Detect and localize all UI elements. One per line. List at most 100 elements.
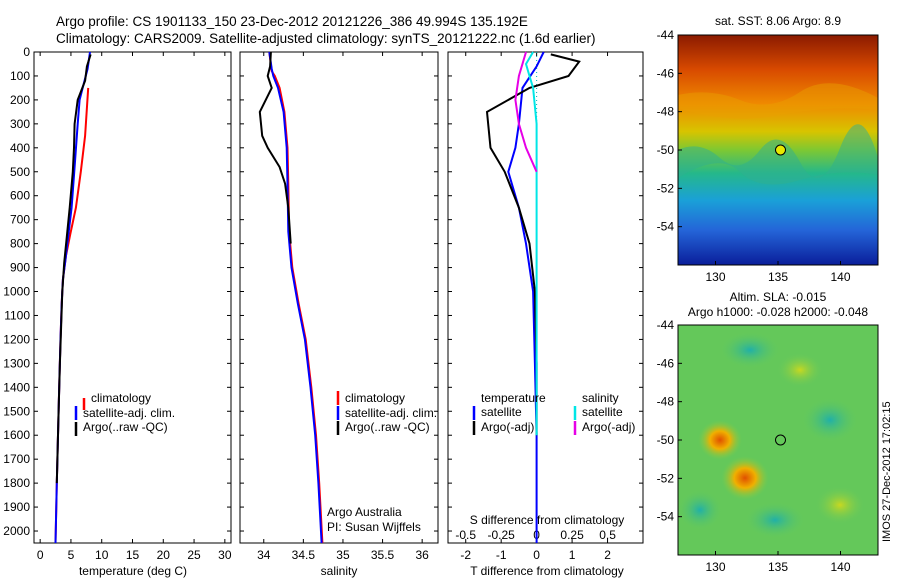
legend-label-satellite: satellite-adj. clim. <box>345 406 437 420</box>
legend-heading-temperature: temperature <box>481 391 546 405</box>
series-line-satellite <box>524 51 538 436</box>
x-top-tick-label: 0.25 <box>560 528 584 542</box>
map-y-tick-label: -52 <box>657 471 675 485</box>
y-tick-label: 1800 <box>3 476 30 490</box>
temperature-panel-frame <box>33 51 232 544</box>
map-x-tick-label: 130 <box>705 270 725 284</box>
x-tick-label: -2 <box>460 548 471 562</box>
y-tick-label: 100 <box>10 69 30 83</box>
map-x-tick-label: 135 <box>768 560 788 574</box>
sla-anomaly <box>802 398 858 442</box>
legend-label-climatology: climatology <box>345 391 405 405</box>
map-y-tick-label: -46 <box>657 356 675 370</box>
x-tick-label: 35 <box>336 548 350 562</box>
map-x-tick-label: 130 <box>705 560 725 574</box>
sla-anomaly <box>678 490 722 530</box>
argo-position-marker <box>775 434 786 446</box>
map-y-tick-label: -54 <box>657 510 675 524</box>
series-line-satellite-adj-clim- <box>268 51 323 544</box>
header-line2: Climatology: CARS2009. Satellite-adjuste… <box>56 31 596 46</box>
map-y-tick-label: -52 <box>657 181 675 195</box>
y-tick-label: 1300 <box>3 356 30 370</box>
sla-anomaly <box>814 485 866 525</box>
annotation-line2: PI: Susan Wijffels <box>327 520 421 534</box>
sst-map: sat. SST: 8.06 Argo: 8.9 130 135 140 -44 -46… <box>657 14 879 284</box>
x-tick-label: 34 <box>257 548 271 562</box>
legend-label-argo: Argo(..raw -QC) <box>345 420 430 434</box>
x-tick-label: 0 <box>533 548 540 562</box>
difference-xlabel: T difference from climatology <box>470 564 624 578</box>
x-tick-label: 10 <box>95 548 109 562</box>
header-line1: Argo profile: CS 1901133_150 23-Dec-2012… <box>56 14 528 29</box>
y-tick-label: 400 <box>10 141 30 155</box>
x-top-tick-label: -0.25 <box>488 528 516 542</box>
x-tick-label: 0 <box>37 548 44 562</box>
legend-label-argo: Argo(..raw -QC) <box>83 420 168 434</box>
legend-label-t-argo: Argo(-adj) <box>481 420 534 434</box>
map-y-tick-label: -50 <box>657 143 675 157</box>
y-tick-label: 1500 <box>3 404 30 418</box>
series-line-argo-adj- <box>514 51 538 173</box>
temperature-legend: climatology satellite-adj. clim. Argo(..… <box>74 391 175 436</box>
map-x-tick-label: 140 <box>830 560 850 574</box>
map-y-tick-label: -50 <box>657 433 675 447</box>
map-y-tick-label: -54 <box>657 220 675 234</box>
sla-anomaly <box>721 456 769 500</box>
y-tick-label: 200 <box>10 93 30 107</box>
salinity-legend: climatology satellite-adj. clim. Argo(..… <box>327 391 437 534</box>
y-tick-label: 800 <box>10 237 30 251</box>
temperature-panel: 0 5 10 15 20 25 30 <box>34 51 232 562</box>
map-y-tick-label: -46 <box>657 66 675 80</box>
legend-label-climatology: climatology <box>91 391 151 405</box>
x-tick-label: 15 <box>126 548 140 562</box>
x-tick-label: 5 <box>68 548 75 562</box>
y-tick-label: 0 <box>23 45 30 59</box>
sst-band-texture <box>678 83 878 119</box>
y-tick-label: 1400 <box>3 380 30 394</box>
salinity-panel: 34 34.5 35 35.5 36 <box>240 51 438 562</box>
x-tick-label: 36 <box>415 548 429 562</box>
y-tick-label: 900 <box>10 261 30 275</box>
difference-legend: temperature satellite Argo(-adj) salinit… <box>472 391 635 435</box>
y-tick-label: 1700 <box>3 452 30 466</box>
x-tick-label: 20 <box>157 548 171 562</box>
y-tick-label: 1200 <box>3 332 30 346</box>
salinity-panel-frame <box>239 51 439 544</box>
y-tick-label: 600 <box>10 189 30 203</box>
series-line-satellite <box>507 51 545 543</box>
map-x-tick-label: 135 <box>768 270 788 284</box>
x-tick-label: 34.5 <box>292 548 316 562</box>
sla-map-title: Altim. SLA: -0.015 <box>730 290 827 304</box>
x-top-tick-label: -0.5 <box>455 528 476 542</box>
sla-anomaly <box>776 352 824 388</box>
sla-anomaly <box>698 420 742 460</box>
sst-map-title: sat. SST: 8.06 Argo: 8.9 <box>715 14 841 28</box>
x-tick-label: 2 <box>604 548 611 562</box>
map-x-tick-label: 140 <box>830 270 850 284</box>
y-tick-label: 500 <box>10 165 30 179</box>
sla-map-axis-labels: 130 135 140 -44 -46 -48 -50 -52 -54 <box>657 318 851 574</box>
legend-label-s-argo: Argo(-adj) <box>582 420 635 434</box>
sla-map: Altim. SLA: -0.015 Argo h1000: -0.028 h2… <box>657 290 879 574</box>
annotation-line1: Argo Australia <box>327 505 402 519</box>
map-y-tick-label: -44 <box>657 28 675 42</box>
x-tick-label: 30 <box>218 548 232 562</box>
sla-anomaly <box>745 502 805 538</box>
sla-map-subtitle: Argo h1000: -0.028 h2000: -0.048 <box>688 305 868 319</box>
map-y-tick-label: -48 <box>657 105 675 119</box>
x-tick-label: -1 <box>496 548 507 562</box>
y-tick-label: 300 <box>10 117 30 131</box>
imos-timestamp-label: IMOS 27-Dec-2012 17:02:15 <box>881 401 893 542</box>
temperature-xlabel: temperature (deg C) <box>79 564 187 578</box>
sst-map-axis-labels: 130 135 140 -44 -46 -48 -50 -52 -54 <box>657 28 851 284</box>
y-tick-label: 1000 <box>3 285 30 299</box>
legend-label-satellite: satellite-adj. clim. <box>83 406 175 420</box>
x-tick-label: 25 <box>187 548 201 562</box>
series-line-argo-raw-qc- <box>258 51 292 244</box>
y-tick-label: 1100 <box>4 308 30 322</box>
x-tick-label: 1 <box>569 548 576 562</box>
difference-top-label: S difference from climatology <box>470 513 625 527</box>
legend-heading-salinity: salinity <box>582 391 619 405</box>
series-line-argo-raw-qc- <box>55 54 92 484</box>
